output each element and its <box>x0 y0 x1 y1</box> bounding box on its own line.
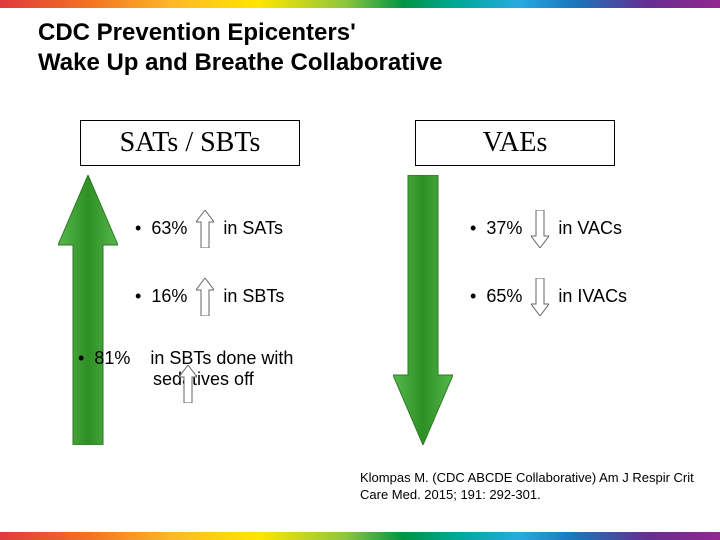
left-b3-pct: 81% <box>94 348 130 368</box>
right-b1-text: in VACs <box>558 218 622 238</box>
left-b2-pct: 16% <box>151 286 187 306</box>
rainbow-divider-bottom <box>0 532 720 540</box>
right-bullet-2: • 65% in IVACs <box>470 278 627 316</box>
left-bullet-1: • 63% in SATs <box>135 210 283 248</box>
left-category-label: SATs / SBTs <box>120 127 261 158</box>
right-category-label: VAEs <box>483 127 548 158</box>
left-bullet-3: • 81% in SBTs done with sedatives off <box>78 348 293 390</box>
right-category-box: VAEs <box>415 120 615 166</box>
left-b1-text: in SATs <box>223 218 283 238</box>
citation-line-2: Care Med. 2015; 191: 292-301. <box>360 487 541 502</box>
left-b1-pct: 63% <box>151 218 187 238</box>
small-down-arrow-icon <box>531 210 549 248</box>
left-bullet-2: • 16% in SBTs <box>135 278 284 316</box>
rainbow-divider-top <box>0 0 720 8</box>
small-up-arrow-icon <box>196 210 214 248</box>
left-category-box: SATs / SBTs <box>80 120 300 166</box>
big-up-arrow-icon <box>58 175 118 445</box>
slide-title: CDC Prevention Epicenters' Wake Up and B… <box>38 18 443 78</box>
small-up-arrow-icon <box>196 278 214 316</box>
citation: Klompas M. (CDC ABCDE Collaborative) Am … <box>360 470 700 504</box>
small-down-arrow-icon <box>531 278 549 316</box>
left-b3-text-a: in SBTs done with <box>150 348 293 368</box>
citation-line-1: Klompas M. (CDC ABCDE Collaborative) Am … <box>360 470 694 485</box>
left-b3-text-b: sedatives off <box>153 369 254 389</box>
big-down-arrow-icon <box>393 175 453 445</box>
small-up-arrow-icon <box>179 365 197 403</box>
title-line-1: CDC Prevention Epicenters' <box>38 19 356 46</box>
left-b2-text: in SBTs <box>223 286 284 306</box>
right-b1-pct: 37% <box>486 218 522 238</box>
right-b2-pct: 65% <box>486 286 522 306</box>
right-bullet-1: • 37% in VACs <box>470 210 622 248</box>
right-b2-text: in IVACs <box>558 286 627 306</box>
title-line-2: Wake Up and Breathe Collaborative <box>38 49 443 76</box>
